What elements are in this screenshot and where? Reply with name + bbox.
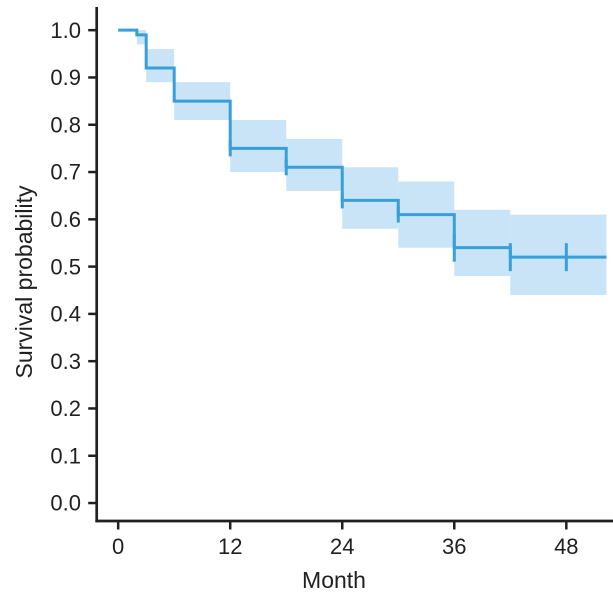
confidence-band-segment xyxy=(454,209,511,277)
x-axis-ticks: 0 12 24 36 48 xyxy=(112,521,579,559)
y-tick-label: 0.7 xyxy=(50,160,81,185)
y-axis-ticks: 0.0 0.1 0.2 0.3 0.4 0.5 0.6 0.7 0.8 0.9 1.0 xyxy=(50,18,97,516)
y-tick-label: 0.1 xyxy=(50,443,81,468)
y-tick-label: 0.0 xyxy=(50,491,81,516)
y-tick-label: 0.4 xyxy=(50,302,81,327)
y-tick-label: 0.5 xyxy=(50,254,81,279)
confidence-band-segment xyxy=(510,214,607,295)
confidence-band-segment xyxy=(146,49,175,83)
confidence-band-segment xyxy=(136,30,147,45)
censor-tick-layer xyxy=(228,140,568,272)
confidence-band-segment xyxy=(342,167,399,229)
y-tick-label: 0.2 xyxy=(50,396,81,421)
x-tick-label: 36 xyxy=(442,534,466,559)
x-axis-label: Month xyxy=(302,567,366,593)
y-tick-label: 0.8 xyxy=(50,112,81,137)
y-tick-label: 0.9 xyxy=(50,65,81,90)
y-tick-label: 0.6 xyxy=(50,207,81,232)
y-axis-label: Survival probability xyxy=(11,185,37,379)
confidence-band-layer xyxy=(136,30,607,295)
x-tick-label: 12 xyxy=(218,534,242,559)
y-tick-label: 1.0 xyxy=(50,18,81,43)
y-tick-label: 0.3 xyxy=(50,349,81,374)
confidence-band-segment xyxy=(286,138,343,191)
x-tick-label: 0 xyxy=(112,534,124,559)
confidence-band-segment xyxy=(230,120,287,173)
x-tick-label: 24 xyxy=(330,534,354,559)
x-tick-label: 48 xyxy=(554,534,578,559)
